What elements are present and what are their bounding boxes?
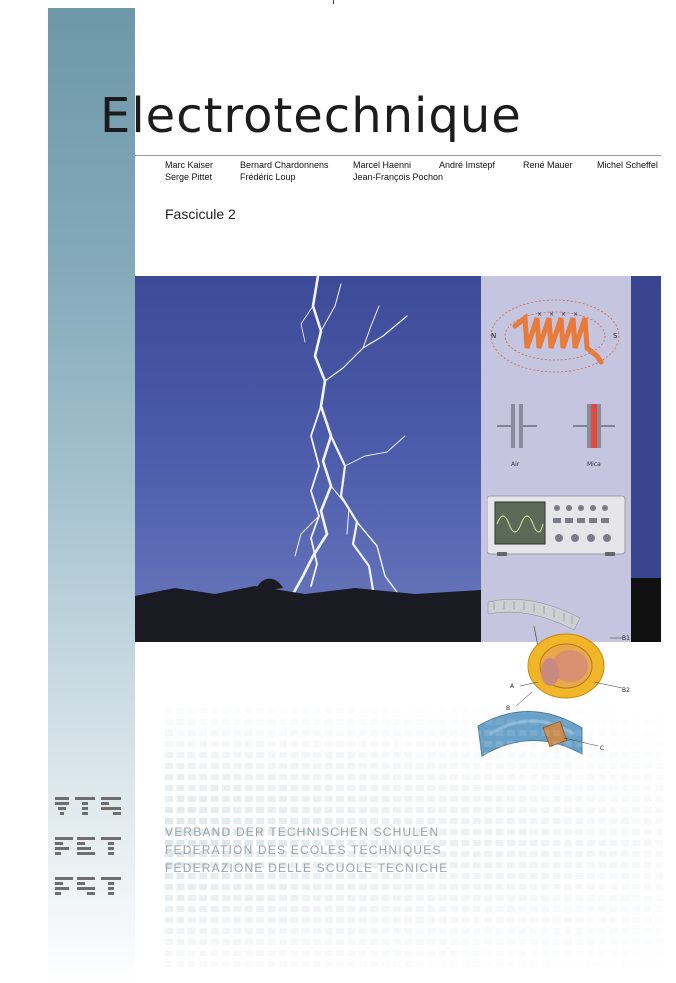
author-name: Serge Pittet (165, 172, 213, 182)
lightning-photo (135, 276, 481, 642)
author-name: Marc Kaiser (165, 160, 214, 170)
author-name: Marcel Haenni (353, 160, 412, 170)
dotted-texture (165, 708, 664, 967)
mica-label: Mica (587, 461, 601, 468)
vts-fet-fst-logos (55, 797, 121, 895)
coil-magnet-illustration: × × × × N S (490, 299, 620, 373)
title-initial: E (100, 88, 132, 144)
crop-mark (333, 0, 334, 4)
meter-label-b2: B2 (622, 687, 630, 694)
org-name-french: FEDERATION DES ECOLES TECHNIQUES (165, 843, 442, 857)
meter-label-a: A (510, 683, 515, 690)
svg-text:×: × (573, 311, 578, 318)
cover-sidebar-band (48, 8, 135, 983)
panel-edge-dark (631, 578, 661, 642)
author-name: Bernard Chardonnens (240, 160, 329, 170)
fascicule-label: Fascicule 2 (165, 206, 236, 222)
title-rest: lectrotechnique (131, 88, 522, 144)
oscilloscope-illustration (487, 495, 626, 556)
air-label: Air (511, 461, 520, 468)
svg-text:×: × (561, 311, 566, 318)
meter-label-b: B (506, 705, 510, 712)
title-rule (135, 155, 661, 156)
pole-s-label: S (613, 332, 618, 340)
author-name: Frédéric Loup (240, 172, 296, 182)
org-name-italian: FEDERAZIONE DELLE SCUOLE TECNICHE (165, 861, 449, 875)
capacitor-illustration: Air Mica (497, 404, 615, 468)
moving-coil-meter-diagram: A B B1 B2 C (477, 598, 630, 757)
author-name: André Imstepf (439, 160, 496, 170)
meter-label-b1: B1 (622, 635, 630, 642)
org-name-german: VERBAND DER TECHNISCHEN SCHULEN (165, 825, 440, 839)
author-name: René Mauer (523, 160, 573, 170)
author-name: Jean-François Pochon (353, 172, 444, 182)
author-name: Michel Scheffel (597, 160, 658, 170)
pole-n-label: N (491, 332, 496, 340)
svg-text:×: × (549, 311, 554, 318)
cover-title: Electrotechnique (100, 88, 522, 144)
meter-label-c: C (600, 745, 604, 752)
svg-text:×: × (537, 311, 542, 318)
author-list: Marc Kaiser Bernard Chardonnens Marcel H… (165, 160, 665, 186)
